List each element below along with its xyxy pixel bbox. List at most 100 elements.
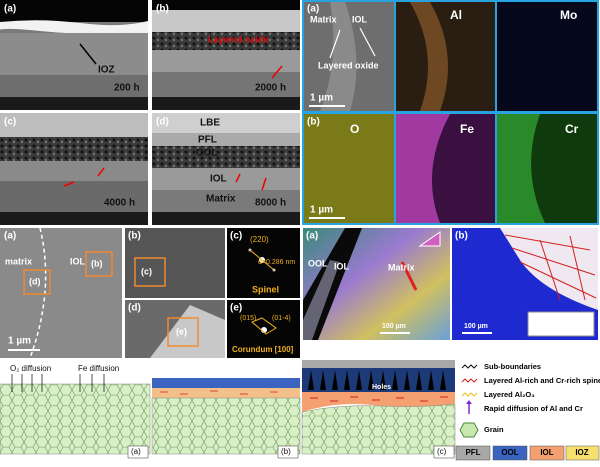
annotation: Matrix (310, 14, 337, 24)
panel-label: (b) (307, 117, 320, 128)
annotation: (d) (29, 276, 41, 286)
shape (0, 212, 148, 225)
shape (152, 72, 300, 97)
shape (466, 400, 472, 404)
annotation: Layered oxide (318, 60, 379, 70)
shape (134, 257, 166, 287)
eds: (a) Matrix IOL Layered oxide 1 µm Al Mo … (302, 0, 599, 225)
annotation: (220) (250, 235, 269, 244)
legend-item: Sub-boundaries (484, 362, 541, 371)
annotation: (e) (176, 326, 187, 336)
shape (277, 445, 299, 459)
group (11, 374, 105, 392)
shape (0, 383, 151, 455)
shape (261, 177, 267, 191)
shape (97, 167, 105, 177)
sem-b: (b) Layered oxide 2000 h (152, 0, 300, 110)
annotation: OOL (196, 148, 218, 159)
shape (152, 146, 300, 168)
shape (152, 388, 300, 398)
shape (410, 2, 448, 111)
legend-item: Rapid diffusion of Al and Cr (484, 404, 583, 413)
annotation: (b) (91, 258, 103, 268)
shape (152, 378, 300, 388)
map-label: Mo (560, 8, 577, 22)
legend-item: Layered Al-rich and Cr-rich spinel (484, 376, 600, 385)
map-label: Al (450, 8, 462, 22)
map-label: Cr (565, 122, 579, 136)
shape (152, 32, 300, 50)
shape (527, 311, 595, 337)
scale-label: 100 µm (382, 323, 406, 330)
annotation: Matrix (388, 262, 415, 272)
panel-label: (b) (128, 231, 141, 242)
annotation: OOL (308, 258, 328, 268)
sem-d: (d) LBE PFL OOL IOL Matrix 8000 h (152, 113, 300, 225)
layer-label: PFL (465, 448, 480, 457)
phase-label: Corundum [100] (232, 345, 294, 354)
annotation: (01-4) (272, 315, 291, 322)
shape (127, 445, 149, 459)
shape (302, 360, 455, 368)
shape (0, 97, 148, 110)
shape (152, 168, 300, 190)
time-label: 200 h (114, 83, 140, 94)
shape (0, 20, 148, 35)
shape (497, 2, 597, 111)
annotation: Fe diffusion (78, 364, 119, 373)
map-label: O (350, 122, 359, 136)
sem-c: (c) 4000 h (0, 113, 148, 225)
shape (235, 173, 241, 183)
scale-label: 100 µm (464, 323, 488, 330)
shape (492, 445, 528, 461)
shape (500, 228, 598, 310)
shape (151, 397, 301, 455)
annotation: PFL (198, 135, 217, 146)
annotation: Holes (372, 384, 391, 391)
shape (23, 269, 51, 295)
panel-label: (a) (307, 4, 319, 15)
scale-label: 1 µm (310, 93, 333, 104)
annotation: (c) (141, 266, 152, 276)
legend-item: Layered Al₂O₃ (484, 390, 535, 399)
map-label: Fe (460, 122, 474, 136)
shape (329, 29, 341, 59)
panel-label: (c) (230, 231, 242, 242)
shape (320, 2, 357, 111)
shape (85, 251, 113, 277)
shape (271, 65, 283, 79)
shape (0, 161, 148, 181)
shape (0, 113, 148, 137)
shape (0, 137, 148, 161)
shape (249, 249, 275, 271)
layer-label: IOZ (575, 448, 588, 457)
shape (227, 228, 300, 298)
panel-label: (c) (437, 447, 447, 456)
annotation: Layered oxide (208, 34, 269, 44)
panel-label: (d) (156, 117, 169, 128)
schematic: O₂ diffusion Fe diffusion (a) (b) Holes … (0, 360, 456, 459)
legend: Sub-boundaries Layered Al-rich and Cr-ri… (455, 362, 600, 461)
shape (396, 114, 450, 223)
shape (433, 445, 455, 459)
sem-a: (a) IOZ 200 h (0, 0, 148, 110)
annotation: Matrix (206, 194, 236, 205)
phase-label: Spinel (252, 284, 279, 294)
shape (29, 227, 47, 359)
shape (152, 97, 300, 110)
shape (301, 403, 456, 455)
shape (0, 33, 148, 75)
scale-label: 1 µm (8, 336, 31, 347)
shape (459, 422, 479, 438)
scale-label: 1 µm (310, 205, 333, 216)
annotation: matrix (5, 256, 32, 266)
tem: (a) matrix IOL (d) (b) 1 µm (b) (c) (c) … (0, 227, 300, 359)
time-label: 4000 h (104, 198, 135, 209)
panel-label: (a) (131, 447, 141, 456)
shape (251, 317, 277, 335)
shape (400, 261, 418, 291)
shape (152, 113, 300, 133)
annotation: IOL (352, 14, 368, 24)
shape (152, 0, 300, 10)
